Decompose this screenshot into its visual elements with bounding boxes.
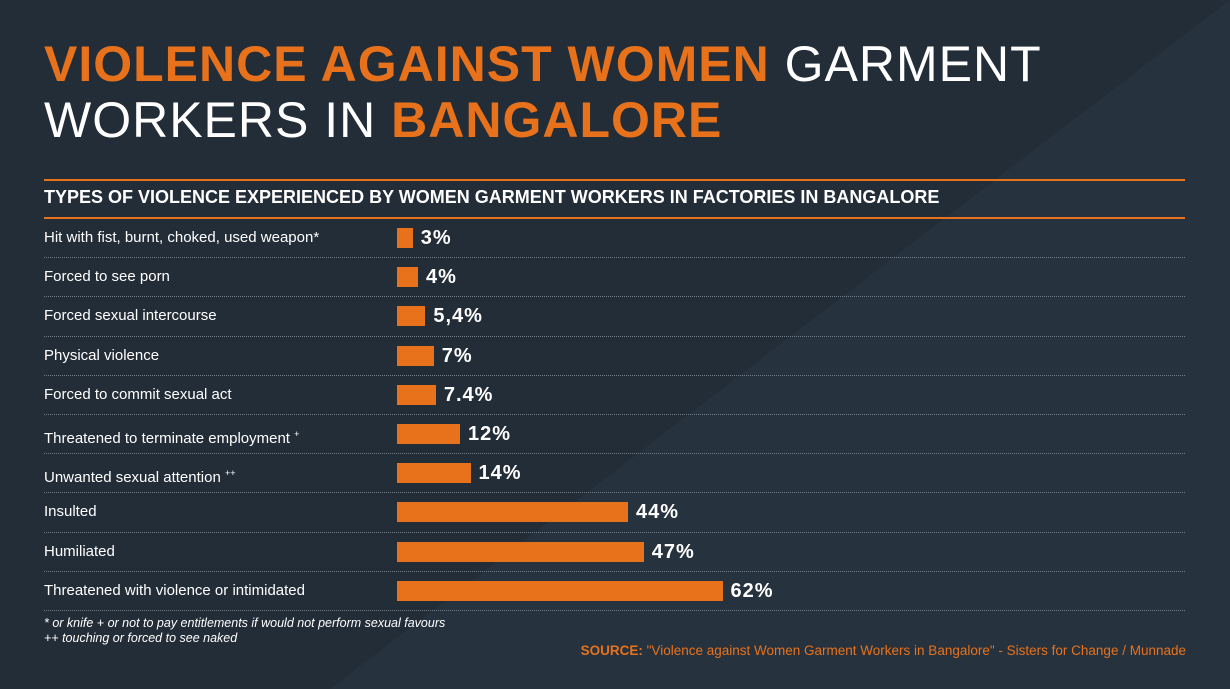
category-label: Forced sexual intercourse (44, 307, 217, 325)
divider-mid (44, 217, 1185, 219)
category-label: Forced to commit sexual act (44, 385, 232, 403)
value-label: 12% (468, 422, 512, 445)
bar (397, 423, 460, 444)
source-text: "Violence against Women Garment Workers … (642, 643, 1186, 658)
category-label: Physical violence (44, 346, 160, 364)
category-label: Hit with fist, burnt, choked, used weapo… (44, 229, 320, 246)
bar (397, 502, 628, 523)
value-label: 14% (478, 462, 522, 485)
title-highlight-2: BANGALORE (391, 92, 723, 148)
category-label: Humiliated (44, 542, 115, 560)
bar (397, 384, 436, 405)
value-label: 3% (420, 227, 452, 249)
bar (397, 580, 723, 601)
category-label: Threatened to terminate employment + (44, 428, 300, 447)
bar (397, 267, 418, 288)
value-label: 7.4% (443, 383, 494, 406)
value-label: 4% (426, 266, 457, 289)
category-label: Forced to see porn (44, 268, 170, 286)
bar-chart: Hit with fist, burnt, choked, used weapo… (44, 219, 1185, 611)
chart-row: Forced sexual intercourse 5,4% (44, 297, 1185, 337)
chart-row: Insulted 44% (44, 493, 1185, 533)
footnote-line-1: * or knife + or not to pay entitlements … (44, 616, 446, 630)
chart-row: Threatened to terminate employment + 12% (44, 415, 1185, 455)
value-label: 7% (441, 344, 473, 367)
chart-row: Forced to see porn 4% (44, 258, 1185, 298)
category-label: Threatened with violence or intimidated (44, 581, 305, 599)
bar (397, 463, 471, 484)
category-label: Unwanted sexual attention ++ (44, 468, 236, 487)
page-title: VIOLENCE AGAINST WOMEN GARMENT WORKERS I… (44, 36, 1194, 148)
bar (397, 541, 644, 562)
divider-top (44, 179, 1185, 181)
chart-row: Hit with fist, burnt, choked, used weapo… (44, 219, 1185, 259)
value-label: 47% (651, 540, 695, 563)
footnote-marker: + (294, 428, 300, 439)
value-label: 62% (730, 579, 774, 602)
chart-row: Physical violence 7% (44, 337, 1185, 376)
footnote-marker: ++ (224, 468, 236, 479)
source-label: SOURCE: (580, 643, 643, 658)
source-credit: SOURCE: "Violence against Women Garment … (581, 643, 1186, 658)
category-label: Insulted (44, 503, 97, 521)
bar (397, 306, 426, 327)
chart-row: Threatened with violence or intimidated 6… (44, 572, 1185, 611)
title-highlight-1: VIOLENCE AGAINST WOMEN (44, 36, 770, 92)
chart-row: Forced to commit sexual act 7.4% (44, 376, 1185, 415)
chart-row: Humiliated 47% (44, 533, 1185, 572)
footnote-line-2: ++ touching or forced to see naked (44, 631, 238, 645)
chart-title: TYPES OF VIOLENCE EXPERIENCED BY WOMEN G… (44, 187, 940, 207)
chart-row: Unwanted sexual attention ++ 14% (44, 454, 1185, 494)
bar (397, 345, 434, 366)
footnotes: * or knife + or not to pay entitlements … (44, 616, 445, 646)
value-label: 44% (636, 501, 680, 524)
value-label: 5,4% (433, 305, 483, 328)
title-plain: GARMENT WORKERS IN (44, 36, 1041, 148)
bar (397, 228, 413, 248)
